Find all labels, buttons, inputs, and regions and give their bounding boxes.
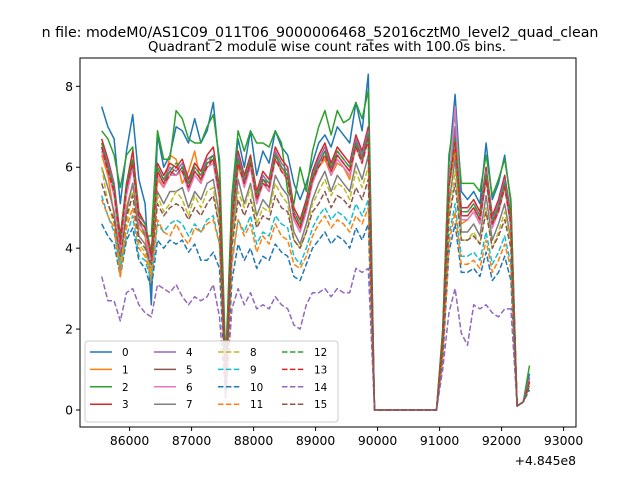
x-tick-label: 88000 (234, 433, 274, 448)
legend-label-2: 2 (122, 382, 129, 394)
series-line-13 (100, 138, 531, 411)
series-line-11 (100, 199, 531, 411)
legend-label-13: 13 (314, 364, 327, 376)
legend-label-6: 6 (186, 382, 193, 394)
series-line-7 (100, 154, 531, 411)
legend-label-9: 9 (250, 364, 257, 376)
x-tick-label: 93000 (544, 433, 584, 448)
y-tick-label: 8 (65, 79, 73, 94)
x-axis: 86000 87000 88000 89000 90000 91000 92000 93000 (110, 427, 584, 448)
legend-label-15: 15 (314, 399, 327, 411)
legend-box (84, 340, 339, 423)
legend-label-0: 0 (122, 347, 129, 359)
series-line-6 (100, 105, 531, 411)
chart-title: Quadrant 2 module wise count rates with … (148, 40, 506, 55)
legend-label-4: 4 (186, 347, 193, 359)
x-tick-label: 89000 (296, 433, 336, 448)
legend-label-8: 8 (250, 347, 257, 359)
x-offset-label: +4.845e8 (515, 453, 576, 468)
plot-frame (79, 57, 577, 428)
x-tick-label: 92000 (482, 433, 522, 448)
y-tick-label: 2 (65, 322, 73, 337)
y-axis: 0 2 4 6 8 (65, 79, 80, 418)
figure-suptitle: n file: modeM0/AS1C09_011T06_9000006468_… (42, 25, 599, 41)
legend-label-5: 5 (186, 364, 193, 376)
y-tick-label: 0 (65, 403, 73, 418)
series-line-14 (100, 267, 531, 411)
x-tick-label: 91000 (420, 433, 460, 448)
legend-label-7: 7 (186, 399, 193, 411)
series-line-15 (100, 178, 531, 411)
legend-label-12: 12 (314, 347, 327, 359)
plot-area-lines (100, 73, 531, 411)
series-line-2 (101, 89, 531, 411)
x-tick-label: 90000 (358, 433, 398, 448)
series-line-10 (101, 223, 531, 411)
series-line-8 (100, 166, 531, 411)
series-line-9 (100, 195, 531, 411)
legend-label-14: 14 (314, 382, 328, 394)
legend-label-1: 1 (122, 364, 129, 376)
legend-label-10: 10 (250, 382, 263, 394)
legend-label-11: 11 (250, 399, 263, 411)
x-tick-label: 86000 (110, 433, 150, 448)
y-tick-label: 6 (65, 160, 73, 175)
legend-label-3: 3 (122, 399, 129, 411)
y-tick-label: 4 (65, 241, 73, 256)
x-tick-label: 87000 (172, 433, 212, 448)
